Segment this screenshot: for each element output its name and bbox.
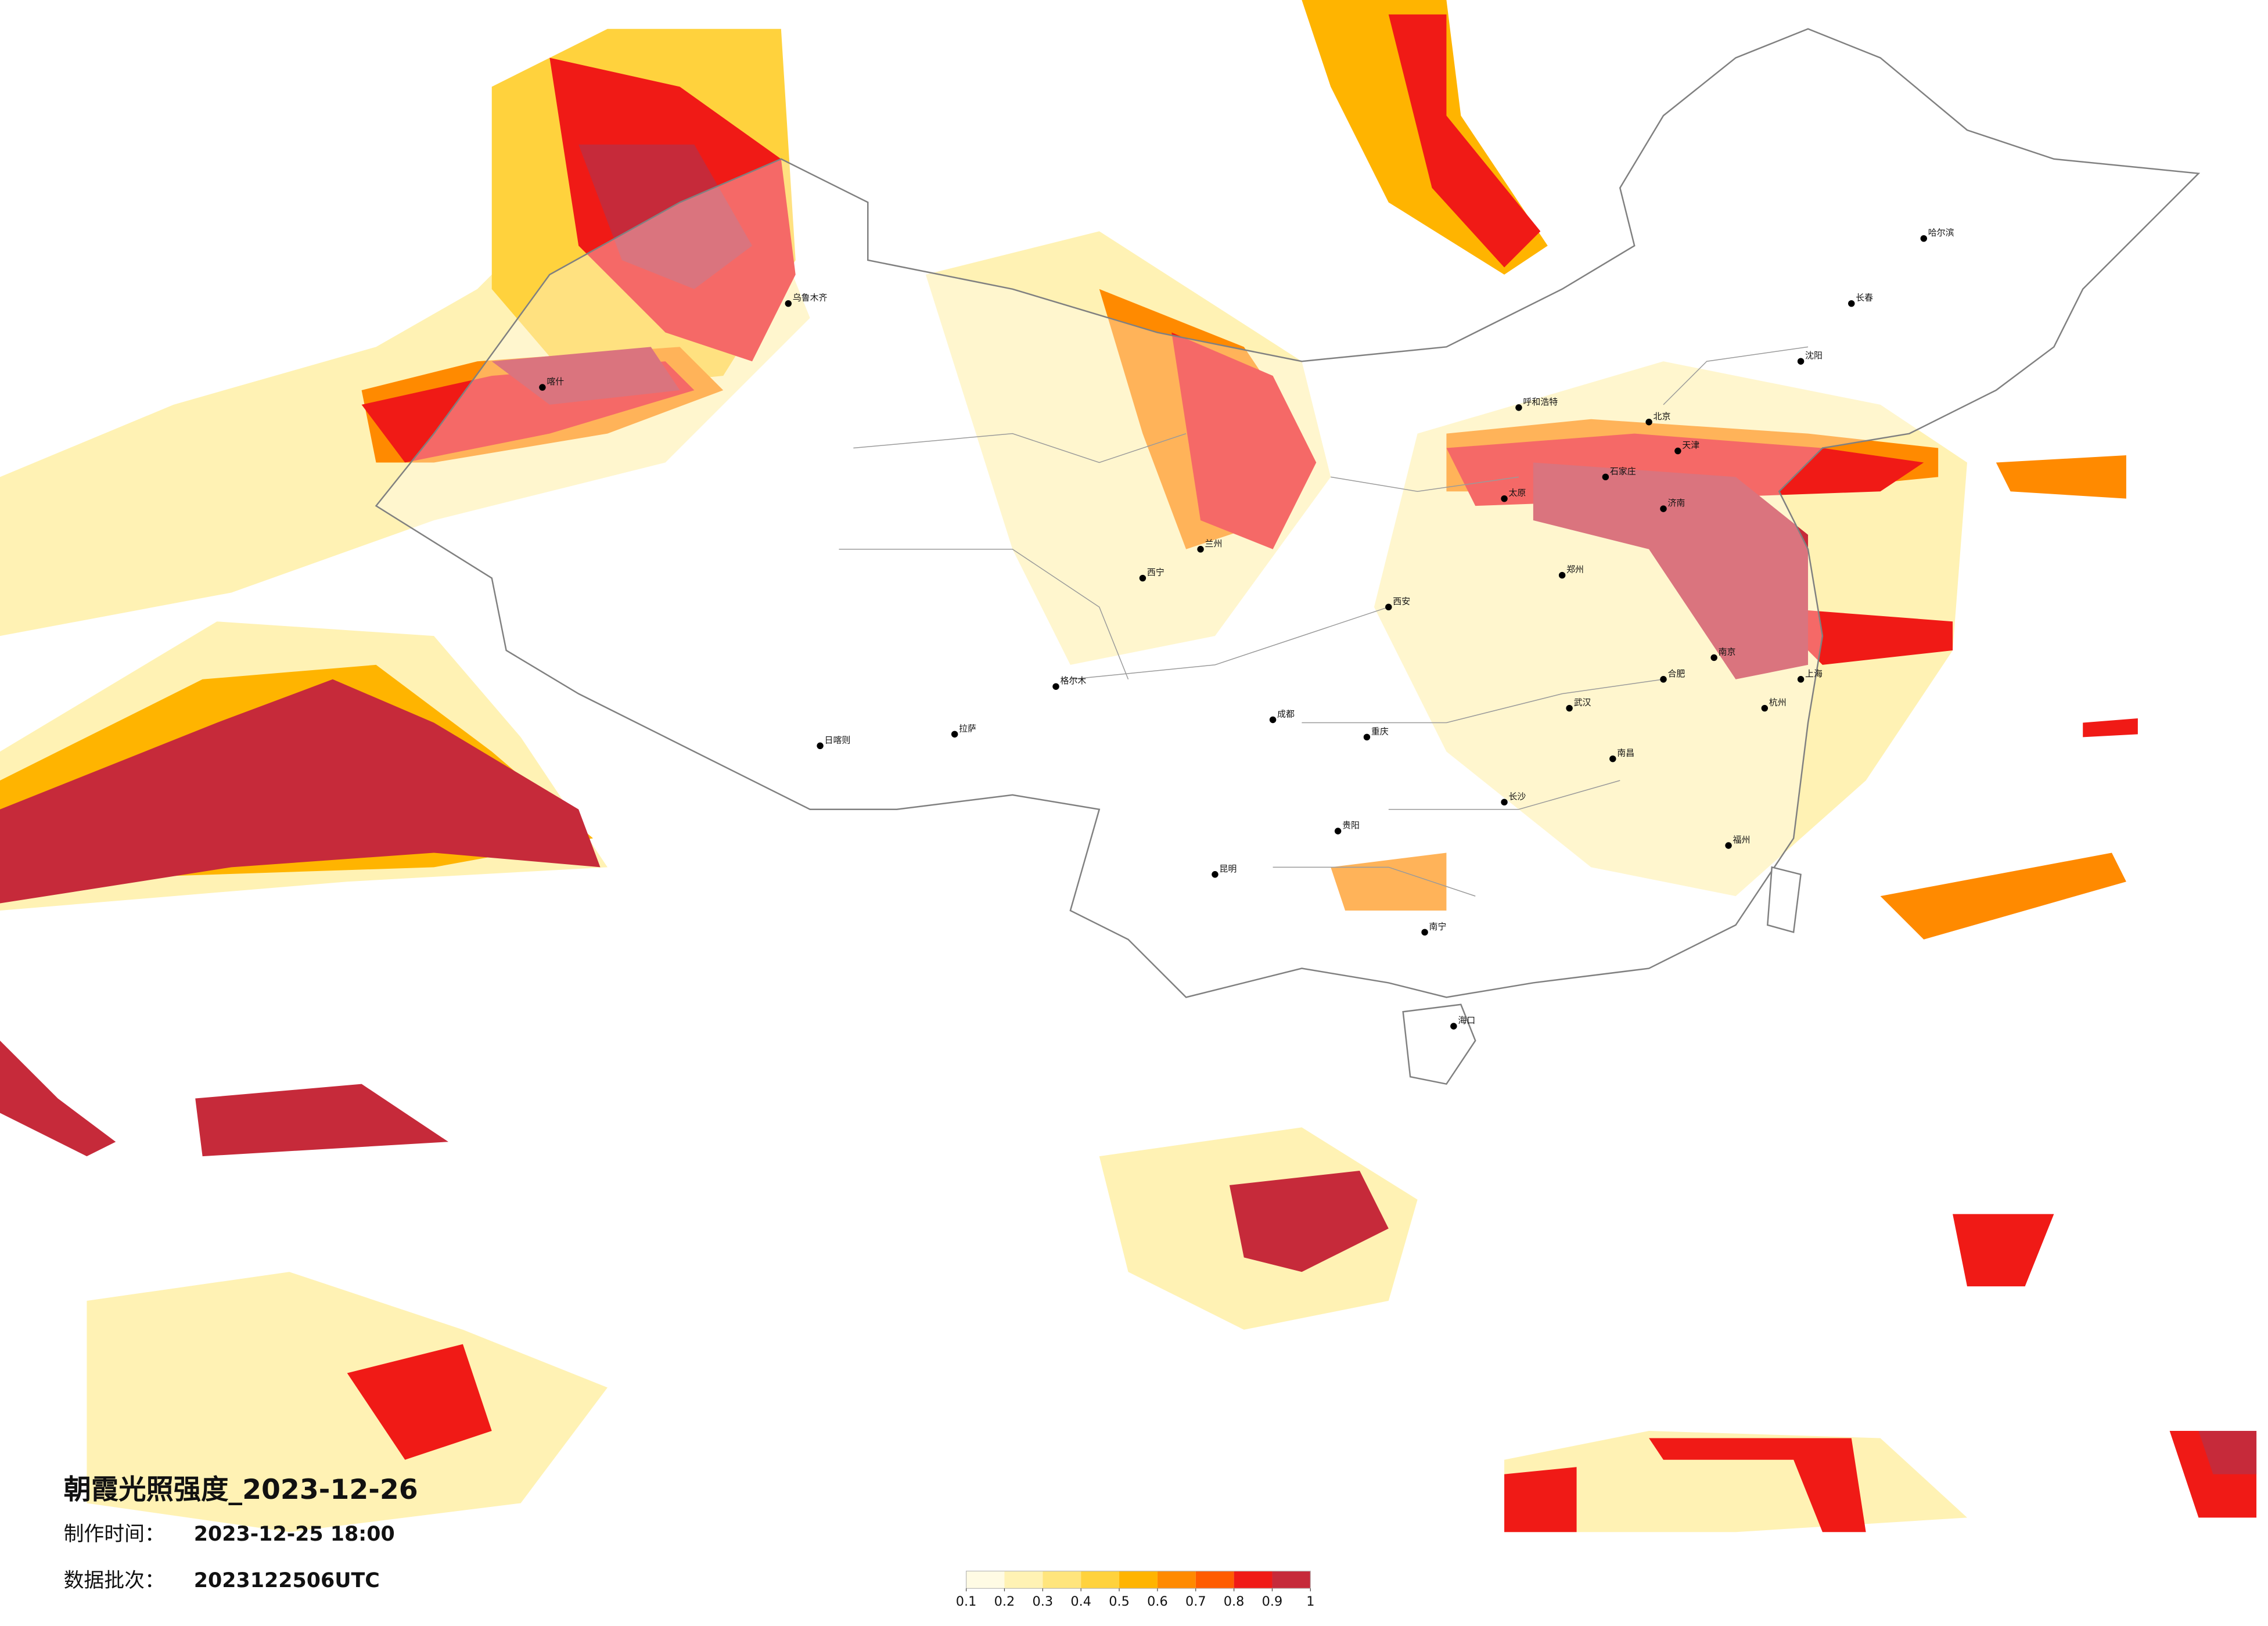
city-dot: [1363, 733, 1371, 741]
city-label: 成都: [1277, 708, 1295, 719]
colorbar-bin: [1234, 1571, 1273, 1589]
city-label: 喀什: [547, 376, 564, 387]
made-label: 制作时间：: [64, 1523, 165, 1546]
colorbar-label: 0.7: [1185, 1594, 1206, 1609]
colorbar-bin: [966, 1571, 1005, 1589]
city-dot: [1660, 505, 1667, 512]
city-label: 西安: [1393, 596, 1410, 606]
city-dot: [1566, 704, 1573, 712]
city-dot: [1848, 300, 1855, 307]
city-label: 太原: [1509, 488, 1526, 498]
city-label: 沈阳: [1805, 350, 1823, 361]
city-label: 海口: [1458, 1015, 1475, 1026]
city-label: 哈尔滨: [1928, 228, 1954, 238]
colorbar-bin: [1081, 1571, 1120, 1589]
city-dot: [1334, 828, 1342, 834]
city-dot: [1421, 929, 1428, 936]
city-label: 格尔木: [1060, 675, 1086, 686]
city-dot: [1197, 546, 1204, 553]
country-border: [375, 28, 2201, 1085]
glow-field: [0, 0, 2257, 1533]
city-dot: [1674, 447, 1681, 455]
city-dot: [1609, 755, 1616, 762]
city-dot: [1501, 798, 1508, 806]
colorbar-label: 0.6: [1147, 1594, 1168, 1609]
colorbar-label: 0.9: [1262, 1594, 1283, 1609]
colorbar-bin: [1119, 1571, 1158, 1589]
city-label: 石家庄: [1610, 466, 1636, 476]
city-label: 南宁: [1429, 921, 1447, 931]
city-dot: [1602, 473, 1609, 481]
city-label: 天津: [1682, 440, 1699, 451]
city-label: 长沙: [1509, 791, 1526, 801]
colorbar-bin: [1272, 1571, 1311, 1589]
colorbar-bin: [1004, 1571, 1043, 1589]
city-label: 日喀则: [825, 735, 851, 745]
city-label: 兰州: [1205, 538, 1223, 549]
city-label: 上海: [1805, 668, 1823, 679]
city-label: 拉萨: [959, 723, 976, 733]
city-label: 贵阳: [1342, 820, 1360, 830]
city-label: 郑州: [1566, 564, 1584, 575]
city-label: 长春: [1856, 293, 1873, 303]
batch-label: 数据批次：: [64, 1569, 165, 1592]
city-label: 乌鲁木齐: [793, 293, 828, 303]
city-label: 武汉: [1574, 697, 1591, 708]
city-label: 西宁: [1147, 567, 1164, 578]
colorbar-label: 0.3: [1033, 1594, 1054, 1609]
colorbar-bin: [1195, 1571, 1234, 1589]
colorbar-bin: [1157, 1571, 1196, 1589]
city-dot: [1660, 676, 1667, 683]
city-dot: [1645, 419, 1652, 426]
city-dot: [1797, 358, 1805, 365]
city-dot: [1450, 1023, 1457, 1030]
city-label: 福州: [1733, 834, 1751, 845]
city-label: 济南: [1667, 498, 1685, 508]
city-dot: [1710, 654, 1717, 661]
colorbar-frame: [965, 1570, 1311, 1589]
colorbar-label: 0.4: [1070, 1594, 1091, 1609]
city-dot: [785, 300, 792, 307]
city-dot: [817, 742, 824, 749]
colorbar-label: 0.5: [1109, 1594, 1130, 1609]
city-label: 昆明: [1219, 864, 1237, 874]
city-dot: [1920, 235, 1928, 242]
colorbar-label: 1: [1306, 1594, 1314, 1609]
made-time: 2023-12-25 18:00: [194, 1523, 395, 1546]
city-dot: [1269, 716, 1277, 724]
city-dot: [1212, 871, 1219, 878]
colorbar-bin: [1043, 1571, 1081, 1589]
city-label: 重庆: [1371, 726, 1389, 736]
city-dot: [1797, 676, 1805, 683]
city-label: 杭州: [1769, 697, 1787, 708]
city-label: 北京: [1654, 411, 1671, 422]
city-dot: [1139, 574, 1146, 582]
city-dot: [1515, 404, 1522, 411]
city-label: 南京: [1719, 646, 1736, 657]
batch: 2023122506UTC: [194, 1569, 380, 1592]
colorbar-label: 0.2: [994, 1594, 1015, 1609]
city-dot: [951, 731, 958, 738]
city-dot: [1501, 495, 1508, 502]
city-label: 合肥: [1667, 668, 1685, 679]
colorbar-label: 0.1: [956, 1594, 977, 1609]
city-dot: [1385, 603, 1392, 611]
city-dot: [1558, 571, 1566, 579]
colorbar-label: 0.8: [1224, 1594, 1245, 1609]
city-dot: [539, 384, 546, 391]
city-label: 呼和浩特: [1523, 397, 1558, 407]
city-dot: [1725, 842, 1732, 849]
city-dot: [1052, 683, 1059, 690]
colorbar: 0.1 0.2 0.3 0.4 0.5 0.6 0.7 0.8 0.9 1: [956, 1570, 1314, 1609]
city-label: 南昌: [1617, 748, 1634, 758]
map-title: 朝霞光照强度_2023-12-26: [64, 1474, 418, 1506]
city-dot: [1761, 704, 1769, 712]
